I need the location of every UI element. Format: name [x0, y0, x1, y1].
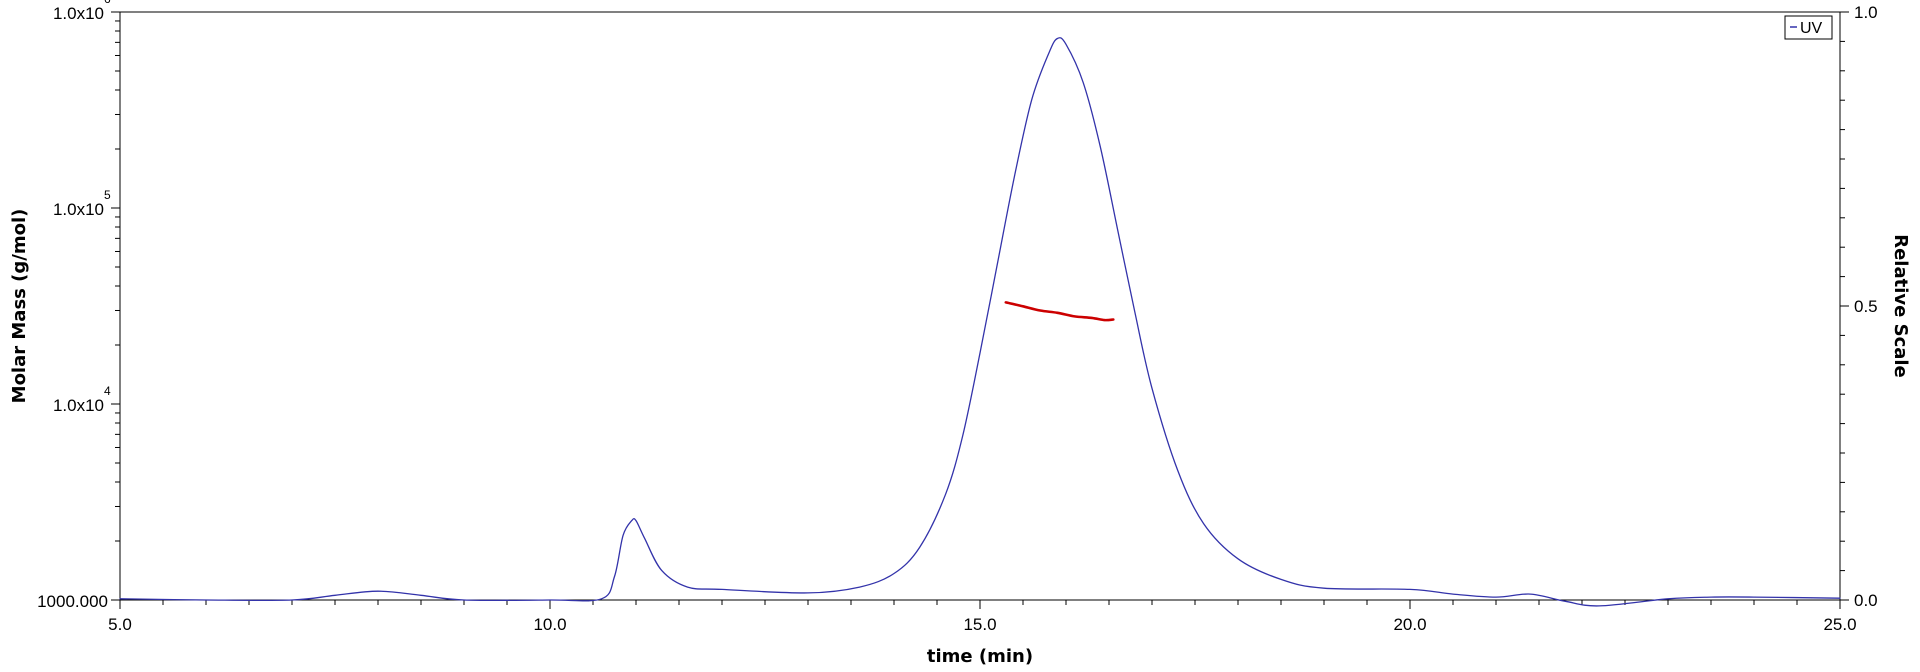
- plot-area: [119, 11, 1841, 601]
- y-left-tick-label: 1.0x10: [53, 396, 104, 415]
- y-left-tick-label: 1.0x10: [53, 4, 104, 23]
- x-tick-label: 15.0: [963, 615, 996, 634]
- legend-box: [1784, 15, 1833, 40]
- series-line-molar-mass: [1004, 301, 1115, 322]
- y-right-tick-label: 0.5: [1854, 297, 1878, 316]
- legend-label: UV: [1800, 20, 1823, 37]
- x-axis: 5.0 10.0 15.0 20.0 25.0: [108, 600, 1857, 634]
- legend[interactable]: UV: [1784, 15, 1833, 40]
- x-axis-title: time (min): [927, 646, 1033, 667]
- y-left-tick-exponent: 4: [104, 384, 111, 398]
- y-axis-right-title: Relative Scale: [1890, 234, 1911, 378]
- series-line-uv: [119, 37, 1841, 607]
- y-axis-right: 0.0 0.5 1.0: [1840, 3, 1878, 610]
- y-axis-left-title: Molar Mass (g/mol): [9, 209, 30, 404]
- x-tick-label: 20.0: [1393, 615, 1426, 634]
- series-layer: [119, 37, 1841, 607]
- x-tick-label: 10.0: [533, 615, 566, 634]
- x-tick-label: 25.0: [1823, 615, 1856, 634]
- x-tick-label: 5.0: [108, 615, 132, 634]
- y-left-tick-exponent: 6: [104, 0, 111, 6]
- y-left-tick-label: 1000.000: [37, 592, 108, 611]
- y-left-tick-exponent: 5: [104, 188, 111, 202]
- y-right-tick-label: 1.0: [1854, 3, 1878, 22]
- y-right-tick-label: 0.0: [1854, 591, 1878, 610]
- y-left-tick-label: 1.0x10: [53, 200, 104, 219]
